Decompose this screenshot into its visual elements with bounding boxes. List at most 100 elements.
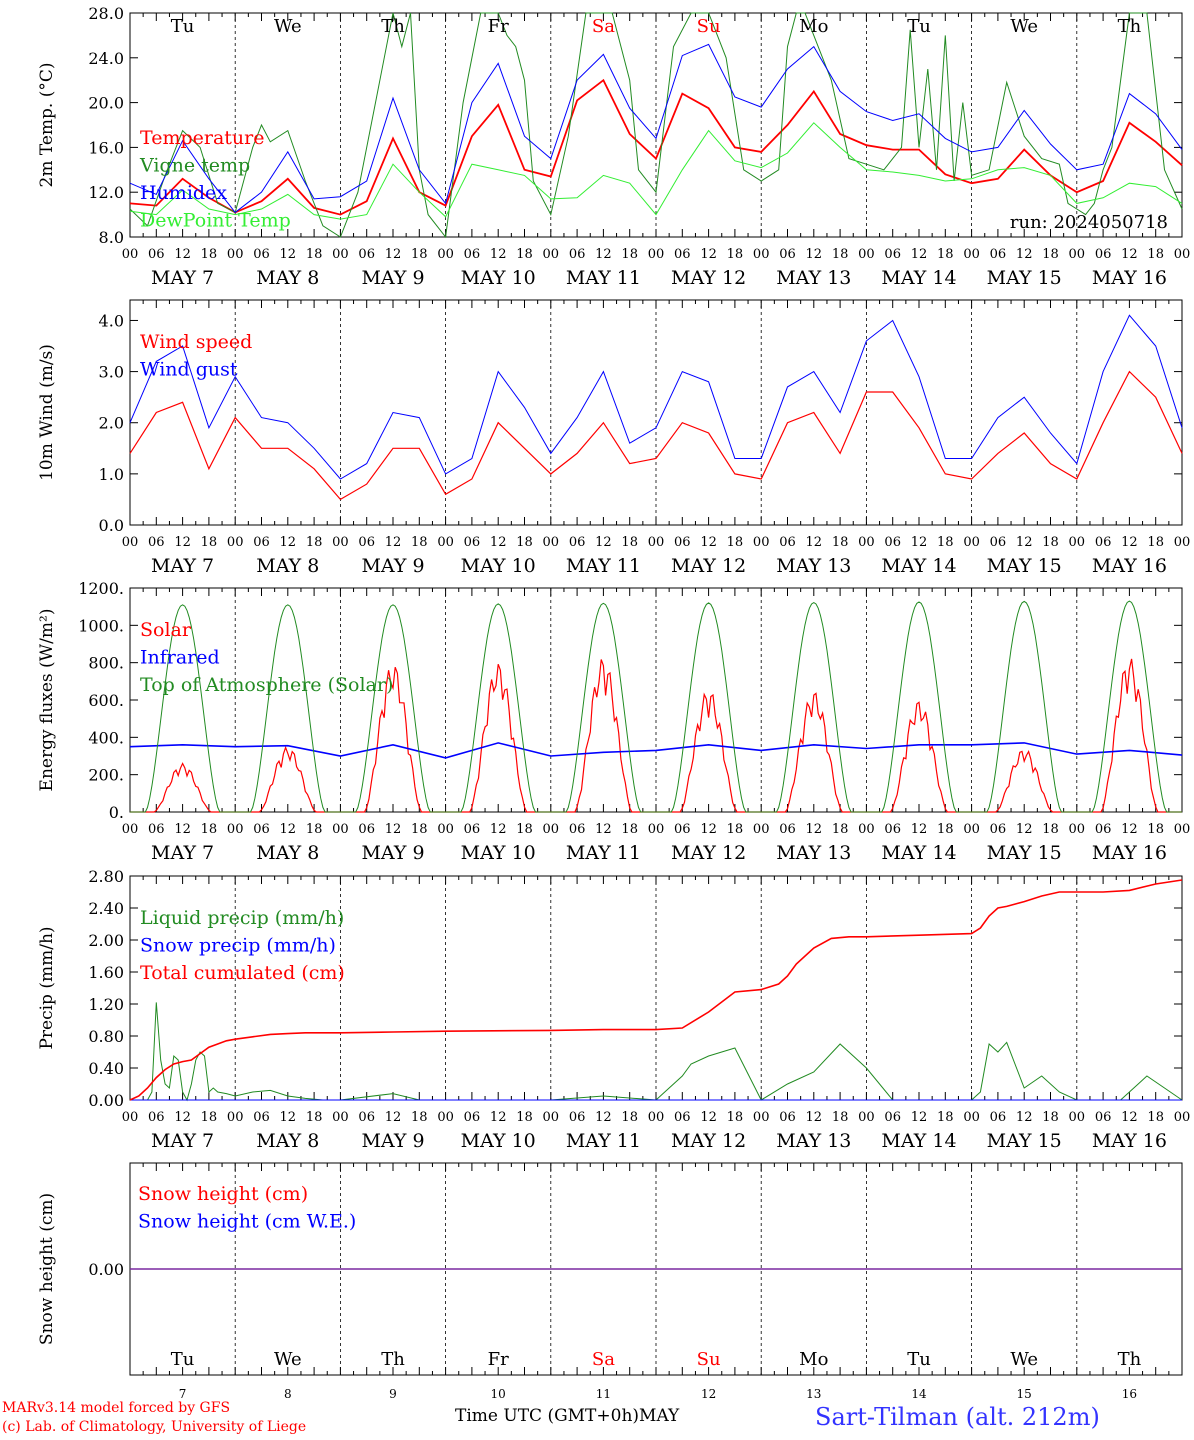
- hour-tick-label: 00: [753, 1110, 770, 1125]
- y-tick-label: 2.80: [88, 867, 124, 886]
- hour-tick-label: 06: [569, 822, 586, 837]
- plot-frame: [129, 299, 1183, 526]
- hour-tick-label: 18: [832, 247, 849, 262]
- hour-tick-label: 06: [674, 1110, 691, 1125]
- day-number-label: 9: [389, 1387, 397, 1401]
- hour-tick-label: 18: [937, 535, 954, 550]
- hour-tick-label: 12: [1016, 1110, 1033, 1125]
- y-tick-label: 2.40: [88, 899, 124, 918]
- weekday-label: Tu: [171, 1349, 195, 1370]
- hour-tick-label: 00: [227, 247, 244, 262]
- weekday-label: Fr: [488, 1349, 509, 1370]
- hour-tick-label: 00: [963, 1110, 980, 1125]
- y-tick-label: 16.0: [88, 138, 124, 157]
- weekday-label: Fr: [488, 16, 509, 37]
- weekday-label: We: [274, 1349, 302, 1370]
- hour-tick-label: 18: [937, 1110, 954, 1125]
- hour-tick-label: 00: [963, 247, 980, 262]
- hour-tick-label: 06: [1095, 822, 1112, 837]
- hour-tick-label: 18: [516, 822, 533, 837]
- run-label: run: 2024050718: [1010, 212, 1168, 233]
- hour-tick-label: 06: [148, 535, 165, 550]
- date-label: MAY 13: [776, 267, 851, 289]
- hour-tick-label: 06: [1095, 535, 1112, 550]
- date-label: MAY 13: [776, 1130, 851, 1152]
- day-number-label: 15: [1017, 1387, 1032, 1401]
- weekday-label: Sa: [592, 1349, 615, 1370]
- hour-tick-label: 12: [280, 1110, 297, 1125]
- y-axis-label: Energy fluxes (W/m²): [37, 609, 57, 792]
- hour-tick-label: 00: [543, 247, 560, 262]
- series-line: [129, 12, 1183, 239]
- hour-tick-label: 00: [858, 822, 875, 837]
- y-tick-label: 20.0: [88, 94, 124, 113]
- legend-entry: DewPoint Temp: [140, 210, 291, 232]
- panel-3: [129, 587, 1183, 813]
- hour-tick-label: 18: [306, 247, 323, 262]
- hour-tick-label: 12: [280, 822, 297, 837]
- hour-tick-label: 12: [490, 822, 507, 837]
- hour-tick-label: 06: [884, 1110, 901, 1125]
- hour-tick-label: 12: [1121, 535, 1138, 550]
- hour-tick-label: 00: [1069, 1110, 1086, 1125]
- date-label: MAY 8: [256, 1130, 319, 1152]
- hour-tick-label: 00: [1069, 822, 1086, 837]
- date-label: MAY 15: [987, 555, 1062, 577]
- date-label: MAY 12: [671, 842, 746, 864]
- hour-tick-label: 00: [963, 535, 980, 550]
- date-label: MAY 13: [776, 555, 851, 577]
- time-axis-label: Time UTC (GMT+0h): [455, 1406, 640, 1426]
- hour-tick-label: 18: [411, 1110, 428, 1125]
- y-axis-label: Precip (mm/h): [37, 926, 57, 1049]
- hour-tick-label: 06: [358, 247, 375, 262]
- weekday-label: We: [1010, 1349, 1038, 1370]
- weekday-label: Mo: [799, 16, 828, 37]
- date-label: MAY 8: [256, 842, 319, 864]
- weekday-label: Su: [697, 1349, 721, 1370]
- hour-tick-label: 18: [727, 1110, 744, 1125]
- date-label: MAY 8: [256, 555, 319, 577]
- weekday-label: Th: [1118, 1349, 1142, 1370]
- weekday-label: Th: [381, 16, 405, 37]
- hour-tick-label: 18: [1042, 822, 1059, 837]
- hour-tick-label: 18: [1042, 1110, 1059, 1125]
- hour-tick-label: 06: [358, 822, 375, 837]
- hour-tick-label: 12: [1121, 247, 1138, 262]
- hour-tick-label: 12: [1016, 535, 1033, 550]
- y-axis-label: 10m Wind (m/s): [37, 344, 57, 481]
- y-tick-label: 1200.: [78, 579, 124, 598]
- y-tick-label: 0.80: [88, 1027, 124, 1046]
- date-label: MAY 10: [461, 1130, 536, 1152]
- hour-tick-label: 00: [753, 247, 770, 262]
- hour-tick-label: 06: [253, 1110, 270, 1125]
- y-tick-label: 800.: [88, 654, 124, 673]
- series-line: [129, 314, 1183, 480]
- hour-tick-label: 00: [437, 1110, 454, 1125]
- panel-2: [129, 299, 1183, 526]
- hour-tick-label: 18: [201, 535, 218, 550]
- hour-tick-label: 06: [990, 822, 1007, 837]
- hour-tick-label: 18: [201, 822, 218, 837]
- hour-tick-label: 18: [411, 822, 428, 837]
- legend-entry: Solar: [140, 619, 192, 641]
- legend-entry: Temperature: [140, 127, 264, 149]
- hour-tick-label: 06: [990, 1110, 1007, 1125]
- hour-tick-label: 06: [464, 822, 481, 837]
- station-label: Sart-Tilman (alt. 212m): [815, 1403, 1100, 1431]
- hour-tick-label: 12: [174, 247, 191, 262]
- hour-tick-label: 00: [858, 247, 875, 262]
- hour-tick-label: 18: [621, 1110, 638, 1125]
- hour-tick-label: 00: [437, 822, 454, 837]
- weekday-label: Sa: [592, 16, 615, 37]
- weekday-label: Th: [381, 1349, 405, 1370]
- hour-tick-label: 12: [806, 247, 823, 262]
- hour-tick-label: 12: [595, 535, 612, 550]
- hour-tick-label: 12: [595, 1110, 612, 1125]
- hour-tick-label: 06: [358, 1110, 375, 1125]
- date-label: MAY 15: [987, 267, 1062, 289]
- hour-tick-label: 18: [621, 535, 638, 550]
- hour-tick-label: 18: [727, 535, 744, 550]
- y-tick-label: 200.: [88, 766, 124, 785]
- y-tick-label: 4.0: [99, 311, 124, 330]
- date-label: MAY 14: [881, 555, 956, 577]
